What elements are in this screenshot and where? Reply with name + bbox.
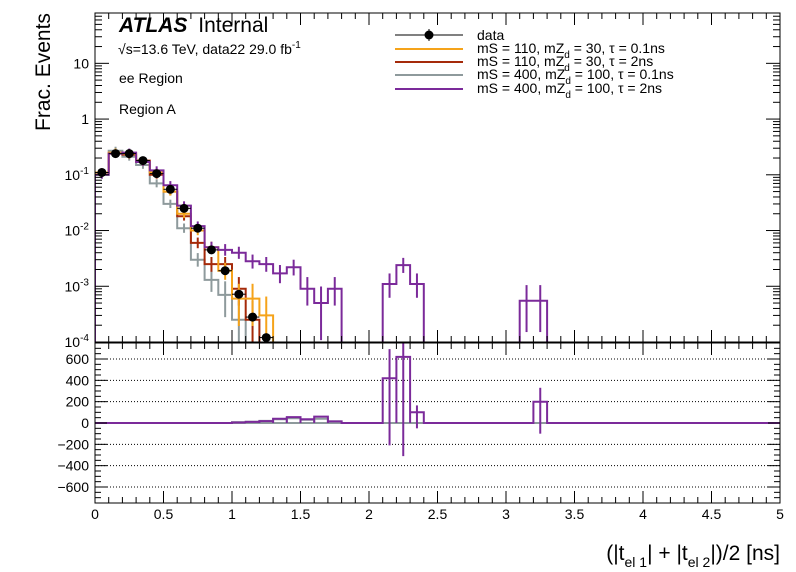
data-point-9 [220, 266, 230, 276]
axis-tick-labels: 0 0.5 1 1.5 2 2.5 3 3.5 4 4.5 5 10-4 10-3 10-2 10-1 1 10… [57, 55, 784, 522]
x-axis-label: (|tel 1| + |tel 2|)/2 [ns] [606, 542, 780, 570]
ratio-hist-s4 [95, 355, 780, 424]
x-tick-label: 4 [639, 506, 647, 522]
x-tick-label: 4.5 [702, 506, 722, 522]
upper-y-axis-label: Frac. Events [32, 13, 55, 131]
upper-data-points [95, 149, 274, 342]
hist-s3 [95, 149, 247, 342]
region-label: ee Region [119, 70, 183, 86]
x-tick-label: 5 [776, 506, 784, 522]
ratio-y-tick-label: −200 [57, 436, 89, 452]
legend: data mS = 110, mZd = 30, τ = 0.1ns mS = … [395, 27, 674, 101]
y-tick-label: 10-3 [65, 277, 90, 294]
data-point-4 [152, 169, 162, 179]
x-tick-label: 0 [91, 506, 99, 522]
data-point-11 [248, 312, 258, 322]
ratio-y-tick-label: 400 [66, 372, 90, 388]
y-tick-label: 10-1 [65, 166, 90, 183]
svg-text:mS = 110, mZd = 30, τ = 2ns: mS = 110, mZd = 30, τ = 2ns [477, 53, 653, 74]
upper-histograms [95, 146, 549, 342]
svg-text:data: data [477, 27, 504, 43]
legend-data-marker [424, 30, 434, 40]
atlas-label: ATLAS Internal [118, 14, 268, 37]
legend-entry-data: data [395, 27, 504, 43]
data-point-10 [234, 289, 244, 299]
data-point-5 [165, 184, 175, 194]
y-tick-label: 10 [73, 55, 89, 71]
svg-text:mS = 110, mZd = 30, τ = 0.1ns: mS = 110, mZd = 30, τ = 0.1ns [477, 40, 665, 61]
ratio-histograms [95, 343, 780, 457]
data-point-7 [193, 223, 203, 233]
data-point-1 [111, 149, 121, 159]
energy-lumi-label: √s=13.6 TeV, data22 29.0 fb-1 [118, 40, 301, 57]
legend-entry-s1: mS = 110, mZd = 30, τ = 0.1ns [395, 40, 665, 61]
svg-text:(|tel 1| + |tel 2|)/2 [ns]: (|tel 1| + |tel 2|)/2 [ns] [606, 542, 780, 570]
x-tick-label: 3.5 [565, 506, 585, 522]
data-point-0 [97, 167, 107, 177]
axis-ticks [94, 12, 781, 503]
x-tick-label: 3 [502, 506, 510, 522]
ratio-y-tick-label: 200 [66, 394, 90, 410]
y-tick-label: 1 [81, 111, 89, 127]
data-point-3 [138, 156, 148, 166]
data-point-6 [179, 203, 189, 213]
x-tick-label: 0.5 [154, 506, 174, 522]
hist-s4 [95, 151, 549, 342]
subregion-label: Region A [119, 101, 176, 117]
x-tick-label: 1 [228, 506, 236, 522]
legend-entry-s2: mS = 110, mZd = 30, τ = 2ns [395, 53, 653, 74]
y-tick-label: 10-2 [65, 222, 90, 239]
ratio-y-tick-label: 0 [81, 415, 89, 431]
ratio-gridlines [95, 358, 780, 488]
ratio-y-tick-label: −600 [57, 479, 89, 495]
y-tick-label: 10-4 [65, 333, 90, 350]
svg-text:mS = 400, mZd = 100, τ = 0.1ns: mS = 400, mZd = 100, τ = 0.1ns [477, 66, 674, 87]
x-tick-label: 2.5 [428, 506, 448, 522]
x-tick-label: 1.5 [291, 506, 311, 522]
legend-entry-s3: mS = 400, mZd = 100, τ = 0.1ns [395, 66, 674, 87]
legend-entry-s4: mS = 400, mZd = 100, τ = 2ns [395, 80, 662, 101]
data-point-12 [261, 333, 271, 342]
data-point-2 [124, 149, 134, 159]
data-point-8 [206, 245, 216, 255]
ratio-y-tick-label: 600 [66, 351, 90, 367]
svg-text:mS = 400, mZd = 100, τ = 2ns: mS = 400, mZd = 100, τ = 2ns [477, 80, 662, 101]
x-tick-label: 2 [365, 506, 373, 522]
ratio-y-tick-label: −400 [57, 458, 89, 474]
